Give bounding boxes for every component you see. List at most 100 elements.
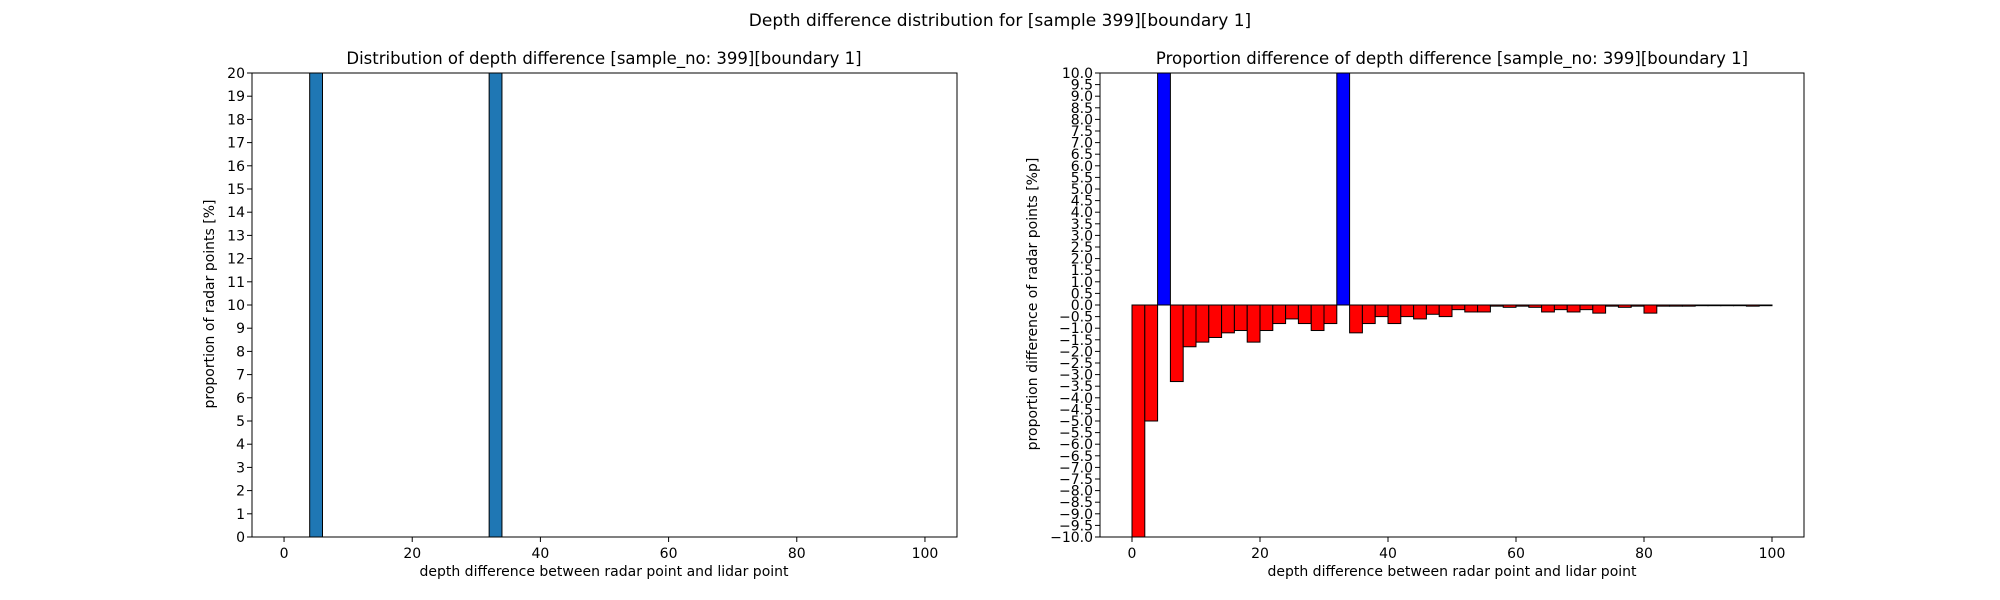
- y-tick-label: 10.0: [1062, 66, 1093, 82]
- bar: [1707, 304, 1722, 307]
- y-tick-label: −7.0: [1059, 460, 1093, 476]
- y-tick-label: 5: [236, 414, 245, 430]
- y-tick-label: 3.5: [1071, 217, 1093, 233]
- distribution-chart-ylabel: proportion of radar points [%]: [202, 199, 218, 408]
- y-tick-label: 6: [236, 391, 245, 407]
- y-tick-label: 3: [236, 460, 245, 476]
- y-tick-label: 8.5: [1071, 101, 1093, 117]
- bar: [1233, 304, 1248, 332]
- y-tick-label: 9.0: [1071, 89, 1093, 105]
- y-tick-label: −10.0: [1050, 530, 1093, 546]
- y-tick-label: 20: [227, 66, 245, 82]
- y-tick-label: 11: [227, 275, 245, 291]
- bar: [1733, 304, 1747, 307]
- y-tick-label: 7.0: [1071, 136, 1093, 152]
- proportion-difference-chart-ylabel: proportion difference of radar points [%…: [1025, 158, 1041, 451]
- bar: [1515, 304, 1530, 307]
- bar: [1169, 304, 1184, 383]
- y-tick-label: 7.5: [1071, 124, 1093, 140]
- figure-suptitle: Depth difference distribution for [sampl…: [749, 11, 1251, 31]
- proportion-difference-chart-marks: 0 20 40 60 80 100 −10.0−9.5−9.0−8.5−8.0−7.5−7.…: [1050, 66, 1785, 562]
- x-tick-label: 100: [912, 546, 939, 562]
- y-tick-label: −3.0: [1059, 368, 1093, 384]
- bar: [1464, 304, 1479, 313]
- bar: [1400, 304, 1415, 318]
- y-tick-label: −4.0: [1059, 391, 1093, 407]
- y-tick-label: 2: [236, 484, 245, 500]
- y-tick-label: −5.0: [1059, 414, 1093, 430]
- proportion-difference-chart: Proportion difference of depth differenc…: [1025, 49, 1805, 580]
- bar: [309, 72, 324, 538]
- bar: [1259, 304, 1274, 332]
- x-tick-label: 60: [660, 546, 678, 562]
- bar: [1694, 304, 1709, 307]
- y-tick-label: 8: [236, 344, 245, 360]
- x-tick-label: 0: [1128, 546, 1137, 562]
- y-tick-label: −1.0: [1059, 321, 1093, 337]
- y-tick-label: 15: [227, 182, 245, 198]
- y-tick-label: 7: [236, 368, 245, 384]
- x-tick-label: 80: [1635, 546, 1653, 562]
- x-tick-label: 0: [280, 546, 289, 562]
- bar: [1502, 304, 1517, 308]
- bar: [1681, 304, 1696, 307]
- y-tick-label: 0.5: [1071, 286, 1093, 302]
- y-tick-label: 18: [227, 112, 245, 128]
- distribution-chart-marks: 0 20 40 60 80 1000123456789101112131415161718…: [227, 66, 938, 562]
- y-tick-label: −5.5: [1059, 426, 1093, 442]
- bar: [1579, 304, 1594, 311]
- bar: [488, 72, 503, 538]
- bar: [1438, 304, 1453, 318]
- bar: [1656, 304, 1671, 307]
- x-tick-label: 20: [1251, 546, 1269, 562]
- bar: [1157, 72, 1171, 306]
- y-tick-label: −9.5: [1059, 518, 1093, 534]
- y-tick-label: −0.5: [1059, 310, 1093, 326]
- bar: [1758, 304, 1773, 307]
- bar: [1541, 304, 1555, 313]
- y-tick-label: 1.5: [1071, 263, 1093, 279]
- bar: [1310, 304, 1325, 332]
- bar: [1323, 304, 1338, 325]
- bar: [1182, 304, 1197, 348]
- y-tick-label: 4.5: [1071, 194, 1093, 210]
- y-tick-label: 19: [227, 89, 245, 105]
- bar: [1745, 304, 1760, 307]
- bar: [1669, 304, 1683, 307]
- distribution-chart-xlabel: depth difference between radar point and…: [419, 564, 789, 580]
- bar: [1489, 304, 1504, 307]
- y-tick-label: 2.0: [1071, 252, 1093, 268]
- proportion-difference-chart-title: Proportion difference of depth differenc…: [1156, 49, 1748, 69]
- y-tick-label: −8.5: [1059, 495, 1093, 511]
- y-tick-label: 4.0: [1071, 205, 1093, 221]
- y-tick-label: −6.5: [1059, 449, 1093, 465]
- y-tick-label: 3.0: [1071, 228, 1093, 244]
- bar: [1272, 304, 1287, 325]
- y-tick-label: 4: [236, 437, 245, 453]
- y-tick-label: −3.5: [1059, 379, 1093, 395]
- bar: [1208, 304, 1223, 338]
- distribution-chart: Distribution of depth difference [sample…: [202, 49, 958, 580]
- bar: [1336, 72, 1351, 306]
- y-tick-label: 17: [227, 136, 245, 152]
- x-tick-label: 60: [1507, 546, 1525, 562]
- bar: [1246, 304, 1261, 343]
- x-tick-label: 40: [1379, 546, 1397, 562]
- y-tick-label: 13: [227, 228, 245, 244]
- bar: [1643, 304, 1658, 314]
- y-tick-label: 6.0: [1071, 159, 1093, 175]
- bar: [1221, 304, 1235, 334]
- y-tick-label: 6.5: [1071, 147, 1093, 163]
- bar: [1413, 304, 1427, 320]
- bar: [1195, 304, 1210, 343]
- y-tick-label: 8.0: [1071, 112, 1093, 128]
- y-tick-label: −4.5: [1059, 402, 1093, 418]
- y-tick-label: −9.0: [1059, 507, 1093, 523]
- y-tick-label: −2.5: [1059, 356, 1093, 372]
- bar: [1528, 304, 1543, 308]
- y-tick-label: 2.5: [1071, 240, 1093, 256]
- y-tick-label: 1: [236, 507, 245, 523]
- x-tick-label: 40: [531, 546, 549, 562]
- bar: [1285, 304, 1299, 320]
